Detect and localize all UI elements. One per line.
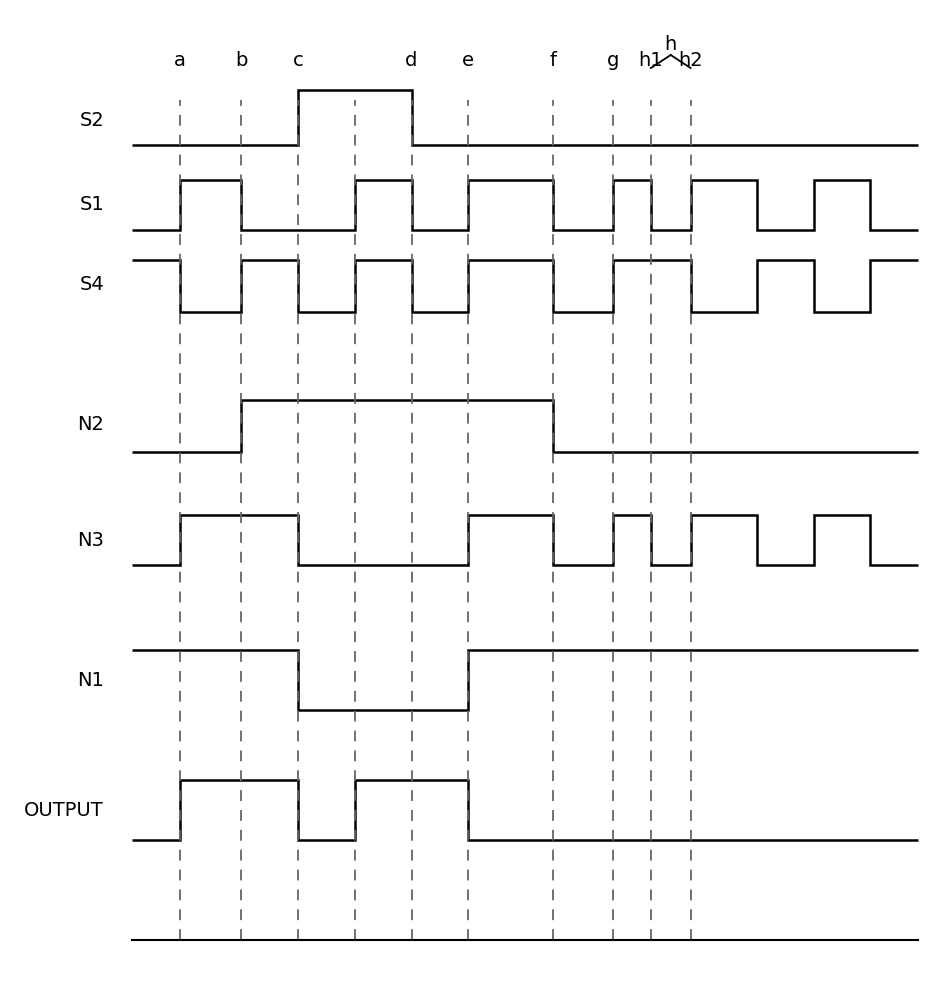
Text: f: f bbox=[550, 51, 557, 70]
Text: N2: N2 bbox=[78, 416, 104, 434]
Text: N3: N3 bbox=[78, 530, 104, 550]
Text: g: g bbox=[606, 51, 620, 70]
Text: d: d bbox=[405, 51, 418, 70]
Text: h1: h1 bbox=[639, 51, 663, 70]
Text: b: b bbox=[235, 51, 248, 70]
Text: c: c bbox=[292, 51, 304, 70]
Text: S1: S1 bbox=[79, 196, 104, 215]
Text: OUTPUT: OUTPUT bbox=[25, 800, 104, 820]
Text: S2: S2 bbox=[79, 110, 104, 129]
Text: S4: S4 bbox=[79, 275, 104, 294]
Text: h2: h2 bbox=[678, 51, 703, 70]
Text: N1: N1 bbox=[78, 670, 104, 690]
Text: a: a bbox=[174, 51, 185, 70]
Text: h: h bbox=[665, 35, 676, 54]
Text: e: e bbox=[463, 51, 474, 70]
